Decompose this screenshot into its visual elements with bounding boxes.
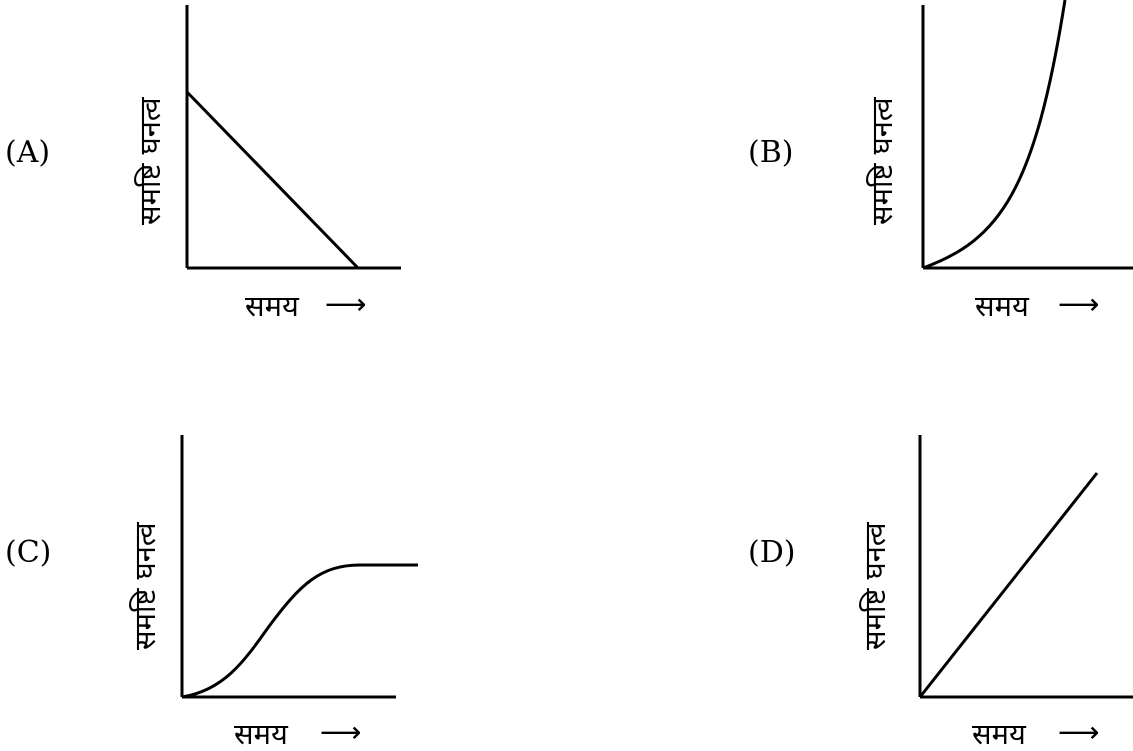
y-axis-label-a: समष्टि घनत्व <box>133 96 167 225</box>
curve-a <box>185 90 360 270</box>
x-axis-arrow-a: ⟶ <box>325 287 367 321</box>
option-label-a: (A) <box>5 135 50 170</box>
x-axis-arrow-b: ⟶ <box>1058 287 1100 321</box>
panel-b: (B) समष्टि घनत्व समय ⟶ <box>748 0 1133 323</box>
curve-d <box>918 472 1099 698</box>
y-axis-label-b: समष्टि घनत्व <box>865 96 899 225</box>
x-axis-label-a: समय <box>245 289 300 323</box>
curve-c <box>181 563 418 699</box>
panel-c: (C) समष्टि घनत्व समय ⟶ <box>5 435 418 751</box>
option-label-b: (B) <box>748 135 793 170</box>
y-axis-label-c: समष्टि घनत्व <box>128 521 162 650</box>
panel-d: (D) समष्टि घनत्व समय ⟶ <box>748 435 1133 751</box>
x-axis-arrow-c: ⟶ <box>320 715 362 749</box>
option-label-d: (D) <box>748 535 795 570</box>
y-axis-label-d: समष्टि घनत्व <box>858 521 892 650</box>
curve-b <box>922 0 1067 270</box>
x-axis-arrow-d: ⟶ <box>1058 715 1100 749</box>
option-label-c: (C) <box>5 535 51 570</box>
panel-a: (A) समष्टि घनत्व समय ⟶ <box>5 5 401 323</box>
x-axis-label-d: समय <box>972 717 1027 751</box>
x-axis-label-b: समय <box>975 289 1030 323</box>
x-axis-label-c: समय <box>234 717 289 751</box>
